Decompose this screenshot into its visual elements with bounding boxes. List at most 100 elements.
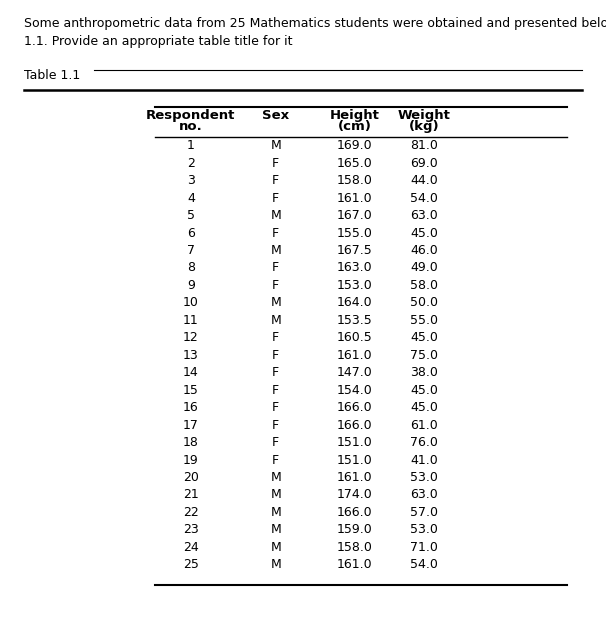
Text: 19: 19	[183, 453, 199, 467]
Text: 50.0: 50.0	[410, 297, 438, 309]
Text: no.: no.	[179, 120, 203, 133]
Text: M: M	[270, 471, 281, 484]
Text: 5: 5	[187, 209, 195, 222]
Text: 154.0: 154.0	[337, 384, 372, 397]
Text: M: M	[270, 314, 281, 327]
Text: 12: 12	[183, 331, 199, 344]
Text: 63.0: 63.0	[410, 209, 438, 222]
Text: 53.0: 53.0	[410, 523, 438, 537]
Text: 55.0: 55.0	[410, 314, 438, 327]
Text: M: M	[270, 506, 281, 519]
Text: Respondent: Respondent	[146, 109, 236, 122]
Text: Height: Height	[330, 109, 379, 122]
Text: 46.0: 46.0	[410, 244, 438, 257]
Text: (kg): (kg)	[409, 120, 439, 133]
Text: 169.0: 169.0	[337, 139, 372, 152]
Text: F: F	[272, 366, 279, 379]
Text: M: M	[270, 559, 281, 571]
Text: 45.0: 45.0	[410, 227, 438, 239]
Text: 45.0: 45.0	[410, 384, 438, 397]
Text: F: F	[272, 157, 279, 169]
Text: 21: 21	[183, 489, 199, 501]
Text: 155.0: 155.0	[336, 227, 373, 239]
Text: 54.0: 54.0	[410, 559, 438, 571]
Text: 11: 11	[183, 314, 199, 327]
Text: F: F	[272, 331, 279, 344]
Text: Weight: Weight	[398, 109, 451, 122]
Text: 38.0: 38.0	[410, 366, 438, 379]
Text: 54.0: 54.0	[410, 191, 438, 205]
Text: F: F	[272, 227, 279, 239]
Text: 166.0: 166.0	[337, 401, 372, 414]
Text: 61.0: 61.0	[410, 419, 438, 431]
Text: 16: 16	[183, 401, 199, 414]
Text: 8: 8	[187, 261, 195, 275]
Text: F: F	[272, 419, 279, 431]
Text: 10: 10	[183, 297, 199, 309]
Text: 44.0: 44.0	[410, 174, 438, 187]
Text: M: M	[270, 244, 281, 257]
Text: 161.0: 161.0	[337, 559, 372, 571]
Text: F: F	[272, 384, 279, 397]
Text: F: F	[272, 453, 279, 467]
Text: 7: 7	[187, 244, 195, 257]
Text: M: M	[270, 523, 281, 537]
Text: 49.0: 49.0	[410, 261, 438, 275]
Text: 164.0: 164.0	[337, 297, 372, 309]
Text: M: M	[270, 209, 281, 222]
Text: 158.0: 158.0	[336, 541, 373, 554]
Text: 1: 1	[187, 139, 195, 152]
Text: Table 1.1: Table 1.1	[24, 69, 81, 82]
Text: 45.0: 45.0	[410, 401, 438, 414]
Text: 15: 15	[183, 384, 199, 397]
Text: 57.0: 57.0	[410, 506, 438, 519]
Text: 17: 17	[183, 419, 199, 431]
Text: 63.0: 63.0	[410, 489, 438, 501]
Text: 151.0: 151.0	[337, 436, 372, 449]
Text: 71.0: 71.0	[410, 541, 438, 554]
Text: F: F	[272, 349, 279, 362]
Text: (cm): (cm)	[338, 120, 371, 133]
Text: 45.0: 45.0	[410, 331, 438, 344]
Text: 41.0: 41.0	[410, 453, 438, 467]
Text: 147.0: 147.0	[337, 366, 372, 379]
Text: F: F	[272, 279, 279, 292]
Text: 151.0: 151.0	[337, 453, 372, 467]
Text: F: F	[272, 191, 279, 205]
Text: 4: 4	[187, 191, 195, 205]
Text: 2: 2	[187, 157, 195, 169]
Text: 161.0: 161.0	[337, 349, 372, 362]
Text: 69.0: 69.0	[410, 157, 438, 169]
Text: 160.5: 160.5	[337, 331, 372, 344]
Text: 20: 20	[183, 471, 199, 484]
Text: F: F	[272, 261, 279, 275]
Text: 167.5: 167.5	[337, 244, 372, 257]
Text: 25: 25	[183, 559, 199, 571]
Text: F: F	[272, 436, 279, 449]
Text: M: M	[270, 541, 281, 554]
Text: 18: 18	[183, 436, 199, 449]
Text: 24: 24	[183, 541, 199, 554]
Text: 174.0: 174.0	[337, 489, 372, 501]
Text: 161.0: 161.0	[337, 471, 372, 484]
Text: M: M	[270, 489, 281, 501]
Text: 153.5: 153.5	[337, 314, 372, 327]
Text: 161.0: 161.0	[337, 191, 372, 205]
Text: F: F	[272, 174, 279, 187]
Text: 9: 9	[187, 279, 195, 292]
Text: M: M	[270, 297, 281, 309]
Text: 13: 13	[183, 349, 199, 362]
Text: M: M	[270, 139, 281, 152]
Text: 23: 23	[183, 523, 199, 537]
Text: Sex: Sex	[262, 109, 289, 122]
Text: 53.0: 53.0	[410, 471, 438, 484]
Text: 158.0: 158.0	[336, 174, 373, 187]
Text: 75.0: 75.0	[410, 349, 438, 362]
Text: 159.0: 159.0	[337, 523, 372, 537]
Text: 166.0: 166.0	[337, 419, 372, 431]
Text: 6: 6	[187, 227, 195, 239]
Text: 14: 14	[183, 366, 199, 379]
Text: Some anthropometric data from 25 Mathematics students were obtained and presente: Some anthropometric data from 25 Mathema…	[24, 17, 606, 48]
Text: 58.0: 58.0	[410, 279, 438, 292]
Text: F: F	[272, 401, 279, 414]
